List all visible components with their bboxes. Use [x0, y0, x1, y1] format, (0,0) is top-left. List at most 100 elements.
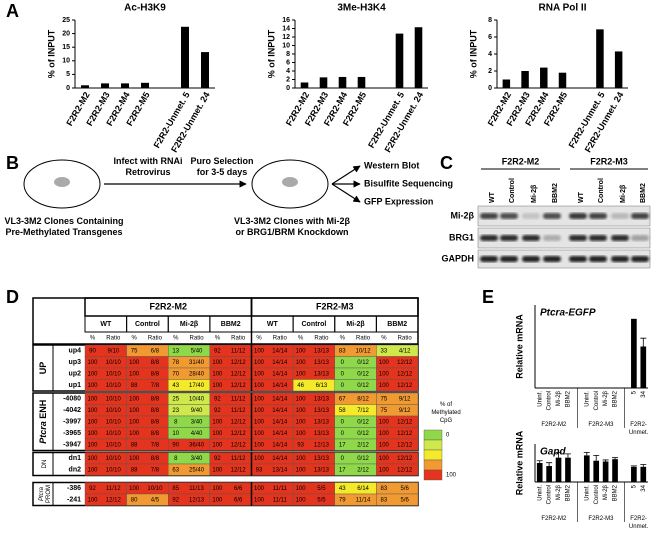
cell-percent: 0: [341, 456, 345, 462]
row-label: up2: [69, 371, 82, 378]
error-bar: [536, 460, 543, 463]
cell-ratio: 12/12: [231, 419, 247, 425]
error-bar: [593, 455, 600, 461]
cell-percent: 100: [379, 419, 390, 425]
cell-ratio: 10/10: [106, 371, 122, 377]
group-label: F2R2- Unmet.: [629, 516, 649, 530]
cell-ratio: 8/12: [357, 396, 369, 402]
y-tick-label: 0: [286, 85, 290, 92]
cell-percent: 100: [87, 419, 98, 425]
lane-label: WT: [578, 191, 585, 203]
cell-percent: 100: [254, 442, 265, 448]
output-text: Western Blot: [364, 160, 419, 170]
blot-row-label: Mi-2β: [451, 210, 475, 220]
bar: [555, 457, 562, 482]
cell-percent: 80: [131, 497, 138, 503]
cell-ratio: 28/40: [189, 371, 205, 377]
cell-percent: 100: [129, 360, 140, 366]
lane-label: Control: [509, 178, 516, 203]
cell-ratio: 7/8: [151, 467, 160, 473]
cell-ratio: 14/14: [272, 383, 288, 389]
chart-title: Ac-H3K9: [124, 3, 166, 14]
x-tick-label: BBM2: [566, 484, 572, 501]
band: [480, 256, 498, 262]
cell-percent: 10: [172, 431, 179, 437]
cell-ratio: 10/10: [106, 442, 122, 448]
cell-ratio: 9/12: [399, 396, 411, 402]
band: [589, 256, 607, 262]
cell-percent: 0: [341, 431, 345, 437]
cell-ratio: 8/8: [151, 360, 160, 366]
cell-ratio: 13/13: [314, 456, 330, 462]
cell-ratio: 14/14: [272, 456, 288, 462]
panel-label: B: [6, 153, 19, 173]
y-axis-label: % of INPUT: [468, 29, 478, 78]
cell-ratio: 13/14: [272, 467, 288, 473]
chart-title: Ptcra-EGFP: [540, 308, 596, 319]
condition-text: BBM2: [387, 321, 407, 328]
cell-percent: 100: [254, 371, 265, 377]
cell-ratio: 14/14: [272, 348, 288, 354]
line: VL3-3M2 Clones with Mi-2β: [234, 216, 351, 226]
cell-ratio: 12/12: [397, 419, 413, 425]
band: [611, 256, 629, 262]
row-group-text: ENH: [38, 400, 48, 419]
legend-title: % of Methylated CpG: [431, 402, 460, 424]
cell-percent: 100: [254, 497, 265, 503]
band: [569, 256, 587, 262]
nucleus-icon: [282, 177, 298, 187]
y-tick-label: 0: [66, 85, 70, 92]
cell-percent: 0: [341, 371, 345, 377]
row-group-italic: Ptcra: [38, 421, 48, 444]
x-tick-label: BBM2: [613, 390, 619, 407]
error-bar: [640, 337, 647, 347]
bar: [201, 52, 209, 88]
cell-ratio: 8/8: [151, 371, 160, 377]
band: [500, 213, 518, 219]
cell-percent: 100: [379, 442, 390, 448]
line: F2R2-M3: [588, 516, 614, 522]
subheader: %: [131, 336, 137, 342]
subheader: Ratio: [106, 336, 121, 342]
cell-percent: 33: [381, 348, 388, 354]
cell-ratio: 12/12: [397, 371, 413, 377]
row-label: -3965: [63, 430, 81, 437]
line: Puro Selection: [190, 156, 253, 166]
cell-percent: 100: [379, 371, 390, 377]
bar: [546, 466, 552, 482]
cell: [376, 463, 419, 476]
y-tick-label: 14: [282, 25, 290, 32]
subheader: %: [256, 336, 262, 342]
condition-text: BBM2: [221, 321, 241, 328]
cell-percent: 100: [296, 371, 307, 377]
y-axis-label: Relative mRNA: [514, 314, 524, 379]
y-axis-label: % of INPUT: [46, 29, 56, 78]
cell-percent: 100: [212, 383, 223, 389]
cell-percent: 100: [379, 360, 390, 366]
line: F2R2-: [630, 422, 647, 428]
band: [543, 256, 561, 262]
cell-percent: 100: [212, 486, 223, 492]
bar: [602, 461, 609, 482]
cell-percent: 100: [87, 497, 98, 503]
y-tick-label: 2: [488, 68, 492, 75]
band: [522, 213, 540, 219]
cell-ratio: 5/40: [191, 348, 203, 354]
lane-label: Mi-2β: [620, 184, 627, 203]
cell: [376, 379, 419, 392]
cell-ratio: 5/6: [401, 497, 410, 503]
cell-percent: 100: [379, 431, 390, 437]
bar: [612, 459, 618, 482]
row-group-text: PROM: [46, 485, 52, 503]
row-label: -386: [67, 485, 81, 492]
cell-ratio: 12/12: [397, 383, 413, 389]
row-group-label: DN: [42, 460, 48, 469]
subheader: %: [90, 336, 96, 342]
cell-ratio: 9/40: [191, 408, 203, 414]
cell-percent: 92: [172, 497, 179, 503]
cell-ratio: 2/12: [357, 467, 369, 473]
row-label: -3997: [63, 419, 81, 426]
bar: [141, 82, 149, 88]
cell-ratio: 10/10: [106, 431, 122, 437]
